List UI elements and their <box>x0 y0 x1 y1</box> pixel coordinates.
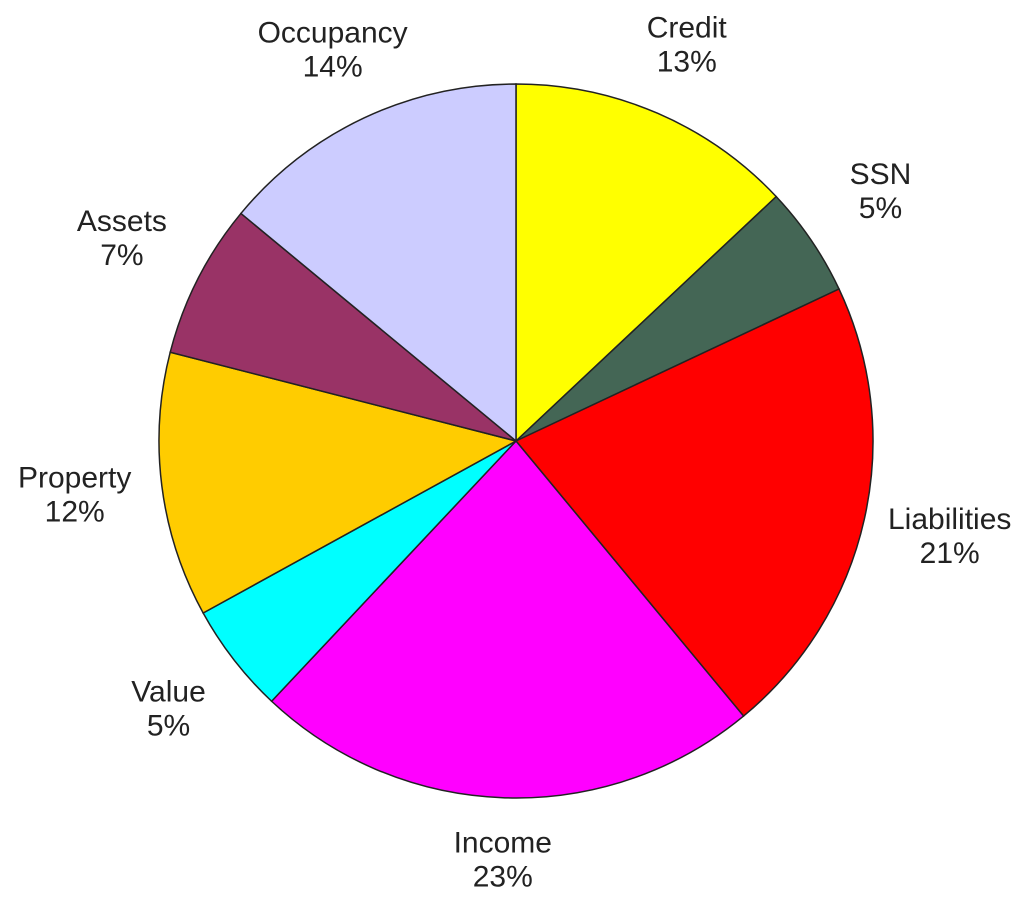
pie-slice <box>239 83 517 443</box>
pie-slice <box>169 212 517 442</box>
slice-value-label: 12% <box>45 496 105 529</box>
slice-label: Income <box>454 826 552 859</box>
slice-label: Occupancy <box>258 16 408 49</box>
slice-value-label: 23% <box>473 860 533 893</box>
slice-value-label: 5% <box>147 709 190 742</box>
pie-slice <box>515 83 778 443</box>
pie-slice <box>158 351 519 615</box>
slice-label: SSN <box>850 158 912 191</box>
slice-value-label: 7% <box>100 239 143 272</box>
slice-value-label: 21% <box>920 537 980 570</box>
slice-label: Property <box>18 462 131 495</box>
pie-slice <box>514 287 874 718</box>
slice-label: Liabilities <box>888 503 1011 536</box>
slice-value-label: 5% <box>859 192 902 225</box>
slice-label: Credit <box>647 11 728 44</box>
slice-label: Assets <box>77 205 167 238</box>
pie-slice <box>270 439 745 799</box>
slice-label: Value <box>131 675 206 708</box>
slice-value-label: 13% <box>657 45 717 78</box>
slice-value-label: 14% <box>303 50 363 83</box>
